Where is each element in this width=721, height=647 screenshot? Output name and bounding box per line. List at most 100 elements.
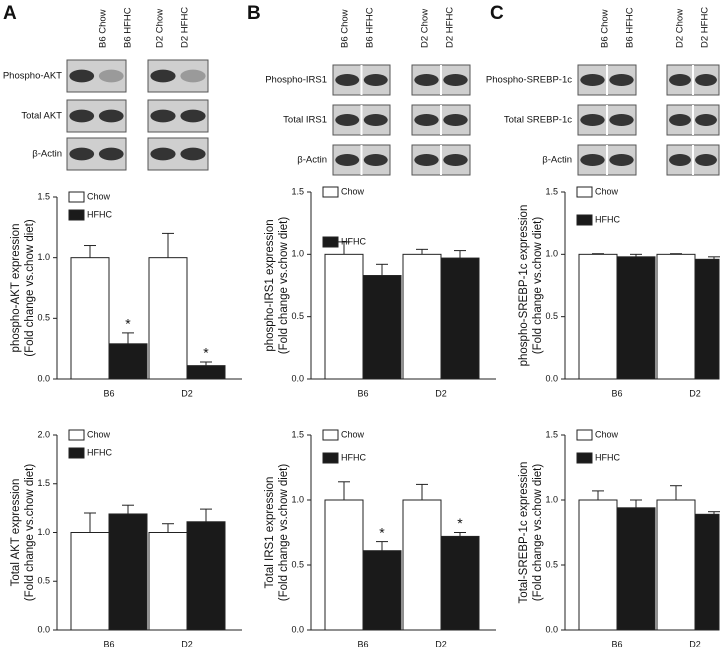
y-tick-label: 1.5 xyxy=(545,429,558,439)
bar xyxy=(108,513,148,631)
bar xyxy=(578,253,618,380)
blot-band xyxy=(669,114,691,126)
legend-label: HFHC xyxy=(87,447,112,457)
bar xyxy=(324,253,364,380)
y-tick-label: 0.5 xyxy=(37,313,50,323)
legend-label: Chow xyxy=(341,429,365,439)
y-tick-label: 0.5 xyxy=(291,311,304,321)
lane-label: B6 HFHC xyxy=(365,7,376,48)
bar xyxy=(440,257,480,380)
legend-swatch xyxy=(68,209,85,221)
lane-label: B6 HFHC xyxy=(123,7,134,48)
lane-label: B6 HFHC xyxy=(625,7,636,48)
y-axis-label: (Fold change vs.chow diet) xyxy=(532,217,544,355)
bar xyxy=(148,257,188,380)
panel-letter: B xyxy=(247,3,261,24)
panel-letter: C xyxy=(490,3,504,24)
lane-label: D2 HFHC xyxy=(700,7,711,48)
y-tick-label: 0.0 xyxy=(545,373,558,383)
x-tick-label: D2 xyxy=(181,639,193,647)
blot-label: Phospho-SREBP-1c xyxy=(486,75,572,86)
y-tick-label: 1.0 xyxy=(37,252,50,262)
blot-band xyxy=(150,109,176,123)
blot-band xyxy=(180,69,206,83)
blot-label: Phospho-IRS1 xyxy=(265,75,327,86)
y-tick-label: 0.5 xyxy=(291,559,304,569)
blot-band xyxy=(669,74,691,86)
lane-label: D2 Chow xyxy=(420,9,431,48)
legend-label: Chow xyxy=(595,429,619,439)
blot-band xyxy=(150,147,176,161)
blot-label: β-Actin xyxy=(32,149,62,160)
x-tick-label: B6 xyxy=(103,639,114,647)
legend-label: HFHC xyxy=(595,214,620,224)
y-tick-label: 2.0 xyxy=(37,429,50,439)
blot-band xyxy=(335,114,360,126)
legend-swatch xyxy=(576,429,593,441)
legend-label: Chow xyxy=(595,186,619,196)
bar xyxy=(656,253,696,380)
blot-band xyxy=(414,154,439,166)
blot-band xyxy=(609,114,634,126)
x-tick-label: D2 xyxy=(435,388,447,398)
lane-label: D2 HFHC xyxy=(180,7,191,48)
blot-label: Total IRS1 xyxy=(283,115,327,126)
lane-label: D2 Chow xyxy=(155,9,166,48)
y-tick-label: 0.0 xyxy=(291,624,304,634)
blot-band xyxy=(443,114,468,126)
lane-label: D2 HFHC xyxy=(445,7,456,48)
blot-band xyxy=(695,154,717,166)
legend-swatch xyxy=(322,236,339,248)
blot-band xyxy=(335,74,360,86)
y-axis-label: (Fold change vs.chow diet) xyxy=(24,219,36,357)
y-tick-label: 0.5 xyxy=(37,576,50,586)
x-tick-label: B6 xyxy=(357,639,368,647)
blot-band xyxy=(609,154,634,166)
x-tick-label: B6 xyxy=(611,388,622,398)
bar xyxy=(694,258,720,380)
bar xyxy=(402,499,442,631)
bar xyxy=(440,535,480,631)
lane-label: D2 Chow xyxy=(675,9,686,48)
legend-swatch xyxy=(322,186,339,198)
x-tick-label: D2 xyxy=(689,388,701,398)
blot-band xyxy=(69,69,95,83)
y-axis-label: (Fold change vs.chow diet) xyxy=(532,464,544,602)
y-axis-label: phospho-IRS1 expression xyxy=(264,219,276,351)
y-axis-label: phospho-AKT expression xyxy=(10,224,22,353)
legend-label: Chow xyxy=(341,186,365,196)
bar xyxy=(148,532,188,631)
blot-band xyxy=(695,74,717,86)
y-axis-label: Total-SREBP-1c expression xyxy=(518,462,530,604)
blot-band xyxy=(363,74,388,86)
blot-band xyxy=(98,109,124,123)
bar xyxy=(186,521,226,631)
legend-swatch xyxy=(68,429,85,441)
blot-band xyxy=(580,154,605,166)
legend-swatch xyxy=(576,214,593,226)
x-tick-label: D2 xyxy=(435,639,447,647)
bar xyxy=(108,343,148,380)
blot-label: β-Actin xyxy=(542,155,572,166)
bar xyxy=(324,499,364,631)
legend-swatch xyxy=(576,186,593,198)
blot-band xyxy=(98,69,124,83)
blot-band xyxy=(443,74,468,86)
legend-label: HFHC xyxy=(87,209,112,219)
blot-band xyxy=(580,114,605,126)
y-axis-label: (Fold change vs.chow diet) xyxy=(278,217,290,355)
blot-band xyxy=(98,147,124,161)
x-tick-label: D2 xyxy=(689,639,701,647)
significance-marker: * xyxy=(457,515,463,531)
y-axis-label: Total AKT expression xyxy=(10,479,22,587)
y-tick-label: 0.5 xyxy=(545,311,558,321)
significance-marker: * xyxy=(125,316,131,332)
blot-band xyxy=(414,114,439,126)
blot-band xyxy=(69,147,95,161)
lane-label: B6 Chow xyxy=(600,9,611,48)
panel-letter: A xyxy=(3,3,17,24)
y-axis-label: (Fold change vs.chow diet) xyxy=(278,464,290,602)
legend-label: Chow xyxy=(87,191,111,201)
lane-label: B6 Chow xyxy=(340,9,351,48)
